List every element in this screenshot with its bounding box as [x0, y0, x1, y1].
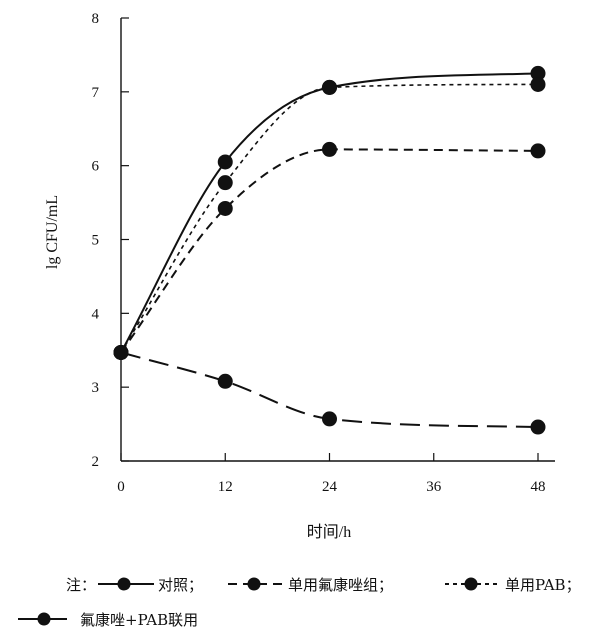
y-tick-label: 7: [92, 85, 100, 101]
series-1: [113, 65, 546, 360]
y-tick-label: 2: [92, 454, 100, 470]
x-tick-label: 12: [218, 479, 233, 495]
legend: 注： 对照； 单用氟康唑组； 单用PAB； 氟康唑+PAB联用: [18, 576, 581, 629]
data-point: [530, 65, 546, 81]
series-line: [120, 148, 539, 354]
legend-prefix: 注：: [66, 576, 96, 594]
series-line: [120, 351, 539, 429]
axes: 2 3 4 5 6 7 8 0 12 24 36 48: [92, 11, 555, 495]
data-point: [530, 76, 546, 92]
legend-marker: [37, 612, 51, 626]
legend-label: 单用氟康唑组；: [288, 576, 393, 594]
x-tick-label: 48: [531, 479, 546, 495]
y-tick-label: 8: [92, 11, 100, 27]
data-point: [530, 143, 546, 159]
legend-label: 对照；: [158, 576, 203, 594]
data-point: [217, 154, 233, 170]
y-tick-label: 5: [92, 233, 100, 249]
legend-marker: [247, 577, 261, 591]
data-point: [217, 175, 233, 191]
legend-marker: [464, 577, 478, 591]
data-point: [322, 141, 337, 157]
series-line: [120, 72, 539, 353]
y-tick-label: 4: [92, 306, 100, 322]
data-point: [113, 344, 129, 360]
legend-label: 单用PAB；: [505, 576, 581, 594]
series-4: [113, 344, 546, 435]
y-tick-label: 3: [92, 380, 100, 396]
legend-label: 氟康唑+PAB联用: [80, 611, 198, 629]
data-point: [322, 79, 337, 95]
data-point: [217, 200, 233, 216]
series-3: [113, 76, 546, 360]
data-point: [322, 411, 337, 427]
series-layer: [113, 65, 546, 435]
data-point: [217, 373, 233, 389]
x-tick-label: 0: [117, 479, 125, 495]
y-axis-title: lg CFU/mL: [44, 195, 61, 269]
series-line: [120, 83, 539, 353]
x-tick-label: 24: [322, 479, 338, 495]
series-2: [113, 141, 546, 360]
data-point: [530, 419, 546, 435]
y-tick-label: 6: [92, 159, 100, 175]
legend-marker: [117, 577, 131, 591]
x-tick-label: 36: [426, 479, 442, 495]
x-axis-title: 时间/h: [307, 523, 351, 541]
